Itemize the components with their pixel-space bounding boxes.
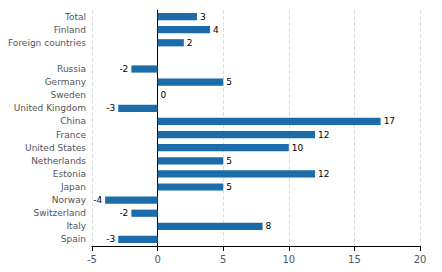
svg-text:5: 5 [226,156,232,166]
svg-text:10: 10 [282,254,295,265]
svg-text:Sweden: Sweden [50,90,86,100]
svg-text:-4: -4 [93,195,102,205]
svg-text:10: 10 [292,143,304,153]
svg-text:Foreign countries: Foreign countries [8,38,86,48]
svg-text:Estonia: Estonia [53,169,86,179]
svg-text:2: 2 [187,38,193,48]
svg-text:United States: United States [25,143,86,153]
svg-text:15: 15 [348,254,361,265]
svg-text:-2: -2 [119,64,128,74]
svg-text:5: 5 [226,77,232,87]
svg-text:12: 12 [318,130,329,140]
svg-text:Switzerland: Switzerland [34,208,87,218]
svg-text:Netherlands: Netherlands [31,156,86,166]
svg-text:17: 17 [384,116,395,126]
svg-text:Total: Total [64,12,86,22]
svg-text:Finland: Finland [54,25,86,35]
svg-text:20: 20 [414,254,427,265]
svg-text:Norway: Norway [52,195,87,205]
svg-text:France: France [56,130,86,140]
svg-text:Germany: Germany [45,77,87,87]
svg-text:Italy: Italy [66,221,86,231]
svg-text:12: 12 [318,169,329,179]
svg-text:Russia: Russia [57,64,86,74]
svg-text:United Kingdom: United Kingdom [14,103,86,113]
svg-text:-3: -3 [106,103,115,113]
svg-text:-2: -2 [119,208,128,218]
svg-text:Japan: Japan [60,182,86,192]
svg-text:8: 8 [266,221,272,231]
svg-text:China: China [60,116,86,126]
svg-text:5: 5 [220,254,226,265]
svg-text:-5: -5 [87,254,97,265]
svg-text:3: 3 [200,12,206,22]
svg-text:Spain: Spain [61,234,86,244]
svg-text:4: 4 [213,25,219,35]
svg-text:5: 5 [226,182,232,192]
svg-text:0: 0 [154,254,160,265]
svg-text:0: 0 [161,90,167,100]
svg-text:-3: -3 [106,234,115,244]
